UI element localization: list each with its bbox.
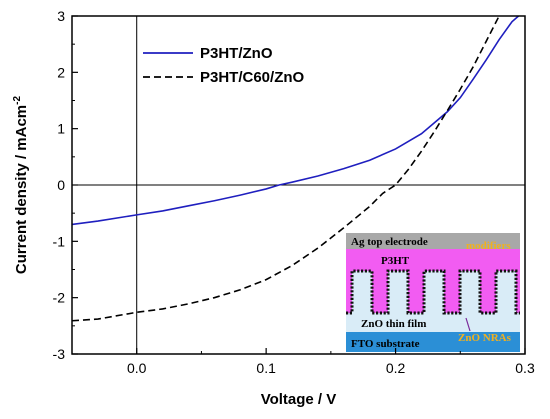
y-tick-label: -3 [53, 346, 66, 362]
series-lines [72, 16, 520, 322]
y-axis-label-exponent: -2 [12, 96, 23, 105]
y-tick-label: 2 [57, 64, 65, 80]
inset-ag-label: Ag top electrode [351, 236, 428, 248]
y-tick-label: 3 [57, 8, 65, 24]
legend: P3HT/ZnO P3HT/C60/ZnO [143, 45, 305, 86]
y-tick-label: 1 [57, 121, 65, 137]
axis-ticks: 0.0 0.1 0.2 0.3 -3 -2 -1 0 1 2 3 [53, 8, 535, 376]
inset-nanorod [388, 271, 408, 313]
inset-zno-film-layer [346, 313, 520, 332]
inset-nanorod [352, 271, 372, 313]
y-tick-label: -2 [53, 290, 66, 306]
inset-fto-layer [346, 332, 520, 352]
legend-label: P3HT/ZnO [200, 45, 273, 62]
inset-fto-label: FTO substrate [351, 338, 420, 350]
device-inset: Ag top electrode P3HT modifiers ZnO thin fi… [346, 233, 520, 352]
x-tick-label: 0.1 [256, 360, 276, 376]
inset-nanorod [424, 271, 444, 313]
x-tick-label: 0.2 [386, 360, 406, 376]
inset-nanorod [496, 271, 516, 313]
inset-p3ht-label: P3HT [381, 255, 410, 267]
inset-nanorod [460, 271, 480, 313]
x-tick-label: 0.0 [127, 360, 147, 376]
x-tick-label: 0.3 [515, 360, 535, 376]
y-axis-label: Current density / mAcm-2 [12, 96, 30, 275]
inset-nras-pointer [465, 317, 471, 332]
y-axis-label-main: Current density / mAcm [13, 105, 30, 274]
y-tick-label: -1 [53, 233, 66, 249]
y-tick-label: 0 [57, 177, 65, 193]
inset-modifier-dots [346, 269, 520, 315]
series-line-1 [72, 16, 520, 226]
legend-label: P3HT/C60/ZnO [200, 69, 305, 86]
series-line-2 [72, 16, 500, 322]
x-axis-label: Voltage / V [261, 391, 337, 408]
inset-zno-film-label: ZnO thin film [361, 318, 426, 330]
inset-ag-layer [346, 233, 520, 249]
plot-area [72, 16, 525, 354]
inset-zno-nras-label: ZnO NRAs [458, 332, 512, 344]
inset-modifiers-label: modifiers [466, 240, 511, 252]
